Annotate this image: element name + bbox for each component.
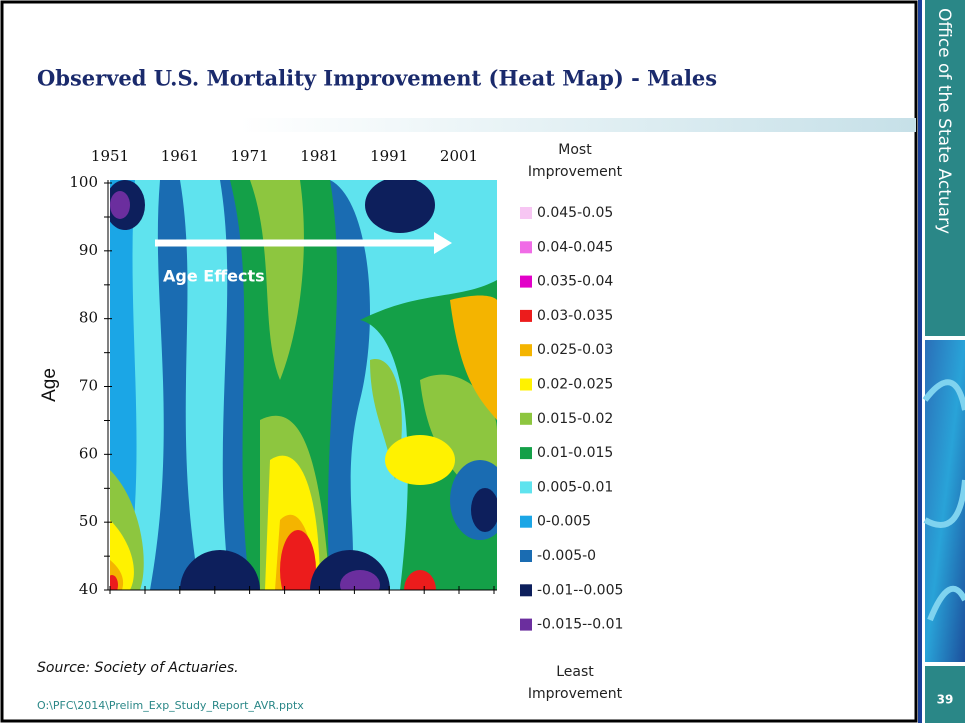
y-tick-label: 50 [79, 512, 98, 530]
y-tick-label: 100 [69, 173, 98, 191]
legend-swatch [520, 207, 532, 219]
page-number: 39 [937, 693, 954, 707]
x-tick-label: 2001 [440, 147, 478, 165]
sidebar-text: Office of the State Actuary [934, 8, 954, 234]
legend-bottom-text: Least [556, 664, 594, 680]
legend-label: -0.01--0.005 [537, 582, 623, 598]
slide-title: Observed U.S. Mortality Improvement (Hea… [37, 66, 717, 91]
slide-border [0, 0, 918, 723]
y-tick-label: 90 [79, 241, 98, 259]
legend-swatch [520, 309, 532, 322]
legend-swatch [520, 275, 532, 288]
annotation: Age Effects [163, 267, 265, 286]
legend-heading-line: Improvement [528, 686, 623, 702]
legend-swatch [520, 344, 532, 357]
heatmap [110, 180, 497, 590]
y-tick-label: 80 [79, 309, 98, 327]
x-tick-label: 1961 [161, 147, 199, 165]
legend-heading-line: Improvement [528, 164, 623, 180]
legend-label: -0.015--0.01 [537, 617, 623, 633]
legend-label: 0.03-0.035 [537, 308, 613, 324]
x-tick-label: 1981 [300, 147, 338, 165]
legend-label: 0.01-0.015 [537, 445, 613, 461]
legend-swatch [520, 618, 532, 631]
legend-label: 0.025-0.03 [537, 342, 613, 358]
sidebar-swirl [922, 379, 965, 622]
legend-top-text: Most [558, 142, 592, 158]
y-tick-label: 40 [79, 580, 98, 598]
y-tick-label: 60 [79, 444, 98, 462]
x-tick-label: 1951 [91, 147, 129, 165]
sidebar-rule [918, 0, 922, 723]
legend-label: 0.04-0.045 [537, 239, 613, 255]
x-tick-label: 1991 [370, 147, 408, 165]
legend-swatch [520, 447, 532, 460]
legend-label: 0.005-0.01 [537, 479, 613, 495]
sidebar-bottom [925, 666, 965, 723]
legend-swatch [520, 241, 532, 254]
legend-top: Most Improvement [528, 142, 623, 180]
legend-swatch [520, 412, 532, 425]
legend-swatch [520, 584, 532, 597]
legend-bottom: Least Improvement [528, 664, 623, 702]
legend-label: 0-0.005 [537, 514, 591, 530]
footer: O:\PFC\2014\Prelim_Exp_Study_Report_AVR.… [37, 699, 304, 712]
legend-label: 0.035-0.04 [537, 274, 613, 290]
title-band [240, 118, 916, 132]
legend-swatch [520, 378, 532, 391]
legend-label: 0.02-0.025 [537, 377, 613, 393]
legend-label: 0.045-0.05 [537, 205, 613, 221]
source: Source: Society of Actuaries. [37, 660, 239, 676]
legend-swatch [520, 481, 532, 494]
legend-swatch [520, 550, 532, 562]
y-axis-label: Age [39, 368, 60, 402]
y-tick-label: 70 [79, 377, 98, 395]
legend-swatch [520, 515, 532, 528]
legend-label: 0.015-0.02 [537, 411, 613, 427]
arrow-head [434, 232, 452, 254]
legend-label: -0.005-0 [537, 548, 596, 564]
x-tick-label: 1971 [231, 147, 269, 165]
sidebar-top [925, 0, 965, 336]
